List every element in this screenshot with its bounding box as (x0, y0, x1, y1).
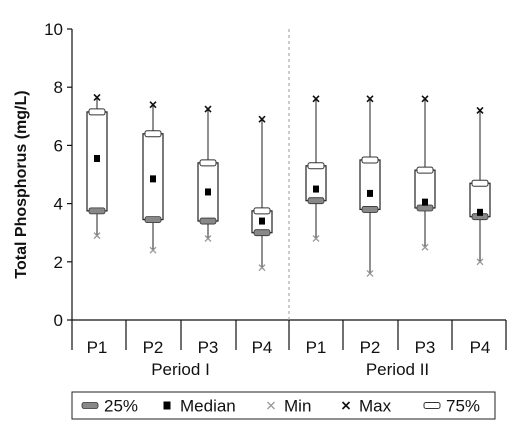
legend-label-q1: 25% (104, 397, 138, 416)
q1-marker-p2-p1 (307, 197, 325, 205)
max-marker-p1-p4 (258, 115, 266, 123)
legend-marker-q3 (423, 402, 441, 409)
legend: 25% Median Min Max 75% (71, 391, 496, 420)
legend-marker-min (267, 401, 275, 410)
y-tick-label-8: 8 (54, 78, 63, 97)
legend-marker-max (341, 401, 351, 410)
x-tick-label-p1-p4: P4 (252, 338, 273, 357)
q1-marker-p2-p2 (361, 206, 379, 213)
min-marker-p1-p3 (204, 235, 212, 242)
max-marker-p2-p1 (312, 95, 320, 103)
box-p2-p2 (359, 159, 381, 211)
max-marker-p1-p2 (149, 101, 157, 109)
min-marker-p2-p2 (366, 269, 374, 277)
x-tick-label-p1-p1: P1 (87, 338, 108, 357)
min-marker-p1-p4 (258, 264, 266, 272)
median-marker-p2-p3 (422, 198, 428, 206)
y-axis-label: Total Phosphorus (mg/L) (13, 90, 30, 278)
x-tick-label-p1-p2: P2 (143, 338, 164, 357)
min-marker-p1-p1 (93, 232, 101, 240)
q3-marker-p1-p4 (253, 207, 271, 215)
q3-marker-p2-p2 (361, 156, 379, 164)
legend-label-max: Max (359, 397, 392, 416)
q1-marker-p2-p3 (416, 204, 434, 212)
min-marker-p2-p3 (421, 243, 429, 251)
y-tick-label-10: 10 (44, 20, 63, 39)
q1-marker-p1-p1 (88, 207, 106, 215)
box-p2-p1 (305, 165, 327, 202)
legend-label-q3: 75% (446, 397, 480, 416)
min-marker-p2-p4 (476, 258, 484, 266)
y-tick-label-0: 0 (54, 311, 63, 330)
x-tick-label-p2-p3: P3 (415, 338, 436, 357)
median-marker-p2-p4 (477, 208, 483, 216)
median-marker-p2-p1 (313, 185, 319, 193)
median-marker-p1-p1 (94, 154, 100, 162)
q3-marker-p1-p2 (144, 130, 162, 138)
q1-marker-p1-p2 (144, 216, 162, 224)
x-tick-label-p2-p4: P4 (470, 338, 491, 357)
q1-marker-p1-p4 (253, 229, 271, 237)
q3-marker-p1-p3 (199, 159, 217, 167)
max-marker-p1-p3 (204, 105, 212, 113)
median-marker-p1-p4 (259, 217, 265, 225)
period-label-2: Period II (366, 360, 429, 379)
legend-marker-median (163, 401, 171, 410)
legend-marker-q1 (81, 402, 99, 409)
median-marker-p1-p2 (150, 175, 156, 183)
x-tick-label-p2-p1: P1 (306, 338, 327, 357)
y-tick-label-2: 2 (54, 253, 63, 272)
q3-marker-p2-p3 (416, 166, 434, 174)
x-tick-label-p1-p3: P3 (198, 338, 219, 357)
q1-marker-p1-p3 (199, 217, 217, 225)
q3-marker-p2-p4 (471, 179, 489, 187)
min-marker-p2-p1 (312, 235, 320, 242)
q3-marker-p2-p1 (307, 162, 325, 170)
y-tick-label-6: 6 (54, 136, 63, 155)
legend-label-min: Min (284, 397, 311, 416)
period-label-1: Period I (151, 360, 210, 379)
max-marker-p2-p4 (476, 106, 484, 115)
min-marker-p1-p2 (149, 246, 157, 254)
x-tick-label-p2-p2: P2 (360, 338, 381, 357)
median-marker-p1-p3 (205, 188, 211, 196)
max-marker-p1-p1 (93, 93, 101, 101)
max-marker-p2-p2 (366, 95, 374, 103)
median-marker-p2-p2 (367, 189, 373, 197)
legend-label-median: Median (180, 397, 236, 416)
q3-marker-p1-p1 (88, 108, 106, 116)
y-tick-label-4: 4 (54, 195, 63, 214)
max-marker-p2-p3 (421, 95, 429, 103)
